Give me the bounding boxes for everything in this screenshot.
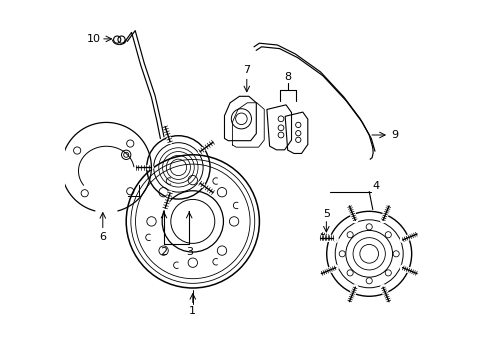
Text: 1: 1 xyxy=(189,306,196,316)
Text: 7: 7 xyxy=(243,66,250,75)
Text: 4: 4 xyxy=(373,181,380,191)
Text: 9: 9 xyxy=(391,130,398,140)
Text: 3: 3 xyxy=(186,247,193,257)
Text: 10: 10 xyxy=(87,34,101,44)
Text: 8: 8 xyxy=(285,72,292,82)
Text: 6: 6 xyxy=(99,231,106,242)
Text: 5: 5 xyxy=(323,209,330,219)
Text: 2: 2 xyxy=(160,247,168,257)
